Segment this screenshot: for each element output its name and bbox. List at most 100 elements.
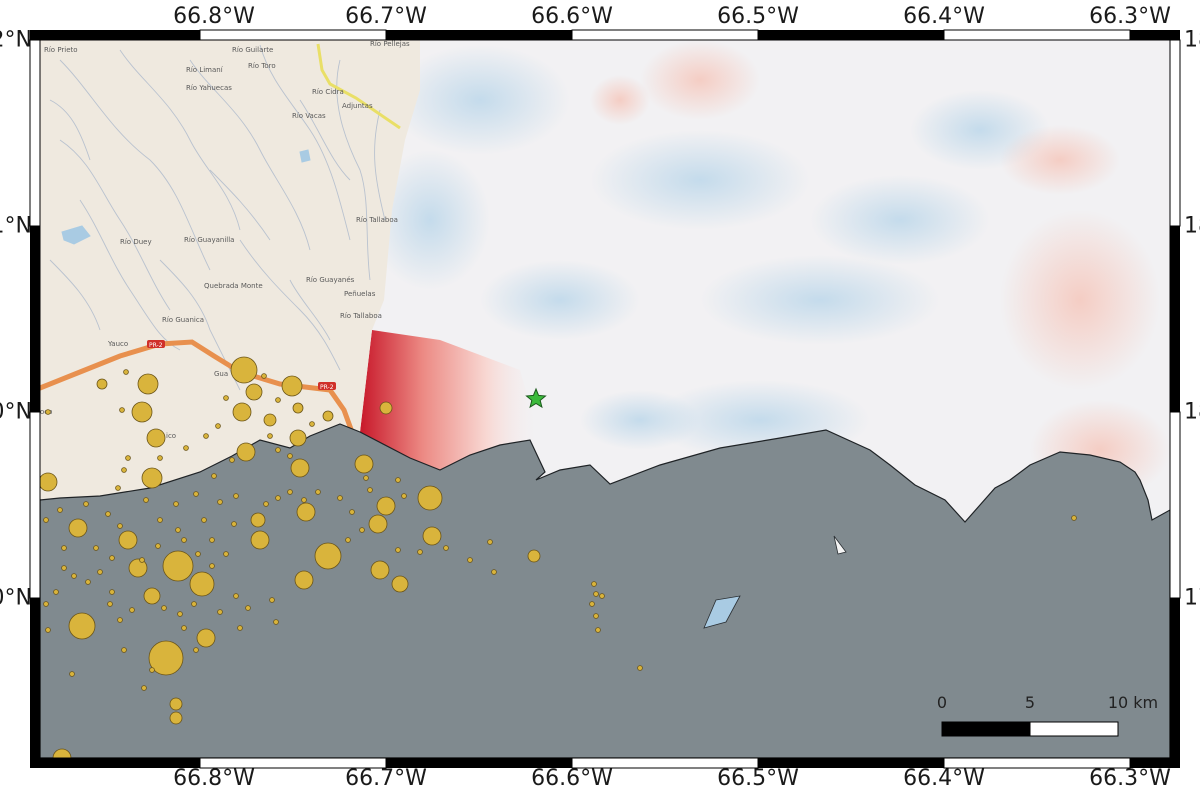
place-label: Río Guilarte bbox=[232, 46, 273, 54]
aftershock-marker bbox=[593, 613, 599, 619]
aftershock-marker bbox=[125, 455, 131, 461]
aftershock-marker bbox=[231, 521, 237, 527]
aftershock-marker bbox=[43, 601, 49, 607]
aftershock-marker bbox=[527, 549, 541, 563]
aftershock-marker bbox=[637, 665, 643, 671]
aftershock-marker bbox=[209, 537, 215, 543]
aftershock-marker bbox=[395, 477, 401, 483]
aftershock-marker bbox=[155, 543, 161, 549]
island-cay bbox=[833, 535, 847, 555]
aftershock-marker bbox=[117, 617, 123, 623]
aftershock-marker bbox=[146, 428, 166, 448]
aftershock-marker bbox=[173, 501, 179, 507]
place-label: Río Duey bbox=[120, 238, 152, 246]
top-lon-label: 66.5°W bbox=[717, 4, 799, 29]
place-label: Río Yahuecas bbox=[186, 84, 232, 92]
highway-pr2 bbox=[40, 339, 355, 435]
aftershock-marker bbox=[143, 497, 149, 503]
aftershock-marker bbox=[217, 609, 223, 615]
place-label: Río Toro bbox=[248, 62, 276, 70]
aftershock-marker bbox=[263, 413, 277, 427]
aftershock-marker bbox=[599, 593, 605, 599]
aftershock-marker bbox=[275, 397, 281, 403]
aftershock-marker bbox=[169, 711, 183, 725]
place-label: Yauco bbox=[107, 340, 128, 348]
aftershock-marker bbox=[121, 647, 127, 653]
aftershock-marker bbox=[93, 545, 99, 551]
aftershock-marker bbox=[345, 537, 351, 543]
aftershock-marker bbox=[57, 507, 63, 513]
aftershock-marker bbox=[191, 601, 197, 607]
place-label: Río Prieto bbox=[44, 46, 78, 54]
place-label: Río Limaní bbox=[186, 66, 224, 74]
aftershock-marker bbox=[491, 569, 497, 575]
aftershock-marker bbox=[69, 671, 75, 677]
aftershock-marker bbox=[148, 640, 184, 676]
aftershock-marker bbox=[209, 563, 215, 569]
aftershock-marker bbox=[376, 496, 396, 516]
bottom-lon-label: 66.5°W bbox=[717, 766, 799, 791]
scale-tick-label: 10 km bbox=[1108, 693, 1158, 712]
aftershock-marker bbox=[593, 591, 599, 597]
map-content: Río Prieto Río Guilarte Río Pellejas Río… bbox=[40, 40, 1170, 758]
aftershock-marker bbox=[143, 587, 161, 605]
aftershock-marker bbox=[363, 475, 369, 481]
aftershock-marker bbox=[250, 530, 270, 550]
right-lat-label: 18 bbox=[1184, 399, 1200, 425]
left-lat-label: 0°N bbox=[0, 399, 32, 425]
place-label: Gua bbox=[214, 370, 228, 378]
aftershock-marker bbox=[107, 601, 113, 607]
aftershock-marker bbox=[292, 402, 304, 414]
aftershock-marker bbox=[245, 383, 263, 401]
aftershock-marker bbox=[43, 517, 49, 523]
bottom-lon-label: 66.7°W bbox=[345, 766, 427, 791]
aftershock-marker bbox=[349, 509, 355, 515]
top-lon-label: 66.3°W bbox=[1089, 4, 1171, 29]
aftershock-marker bbox=[105, 511, 111, 517]
place-label: PR-2 bbox=[320, 384, 334, 391]
aftershock-marker bbox=[289, 429, 307, 447]
aftershock-marker bbox=[467, 557, 473, 563]
top-lon-label: 66.7°W bbox=[345, 4, 427, 29]
top-lon-label: 66.8°W bbox=[173, 4, 255, 29]
place-label: Río Cidra bbox=[312, 88, 344, 96]
aftershock-marker bbox=[370, 560, 390, 580]
top-lon-label: 66.4°W bbox=[903, 4, 985, 29]
aftershock-marker bbox=[161, 605, 167, 611]
aftershock-marker bbox=[267, 433, 273, 439]
pr2-shield bbox=[147, 340, 165, 348]
scale-bar: 0 5 10 km bbox=[937, 693, 1158, 737]
aftershock-marker bbox=[157, 455, 163, 461]
place-label: Río Tallaboa bbox=[340, 312, 382, 320]
place-label: Río Tallaboa bbox=[356, 216, 398, 224]
aftershock-marker bbox=[275, 495, 281, 501]
aftershock-marker bbox=[237, 625, 243, 631]
aftershock-marker bbox=[359, 527, 365, 533]
place-labels: Río Prieto Río Guilarte Río Pellejas Río… bbox=[40, 40, 410, 440]
aftershock-marker bbox=[395, 547, 401, 553]
aftershock-marker bbox=[301, 497, 307, 503]
place-label: ico bbox=[166, 432, 176, 440]
aftershock-marker bbox=[141, 685, 147, 691]
right-lat-label: 18 bbox=[1184, 27, 1200, 53]
aftershock-marker bbox=[203, 433, 209, 439]
aftershock-marker bbox=[417, 485, 443, 511]
aftershock-marker bbox=[223, 395, 229, 401]
left-lat-label: 2°N bbox=[0, 27, 32, 53]
aftershock-marker bbox=[595, 627, 601, 633]
aftershock-marker bbox=[261, 373, 267, 379]
aftershock-marker bbox=[117, 523, 123, 529]
aftershock-marker bbox=[181, 537, 187, 543]
aftershock-marker bbox=[217, 499, 223, 505]
aftershock-marker bbox=[591, 581, 597, 587]
scale-tick-label: 0 bbox=[937, 693, 947, 712]
aftershock-marker bbox=[269, 597, 275, 603]
aftershock-marker bbox=[273, 619, 279, 625]
aftershock-marker bbox=[139, 557, 145, 563]
aftershock-marker bbox=[287, 453, 293, 459]
aftershock-marker bbox=[294, 570, 314, 590]
road-yellow bbox=[316, 43, 401, 130]
aftershock-markers bbox=[40, 356, 1077, 758]
river-network bbox=[49, 44, 386, 391]
aftershock-marker bbox=[137, 373, 159, 395]
